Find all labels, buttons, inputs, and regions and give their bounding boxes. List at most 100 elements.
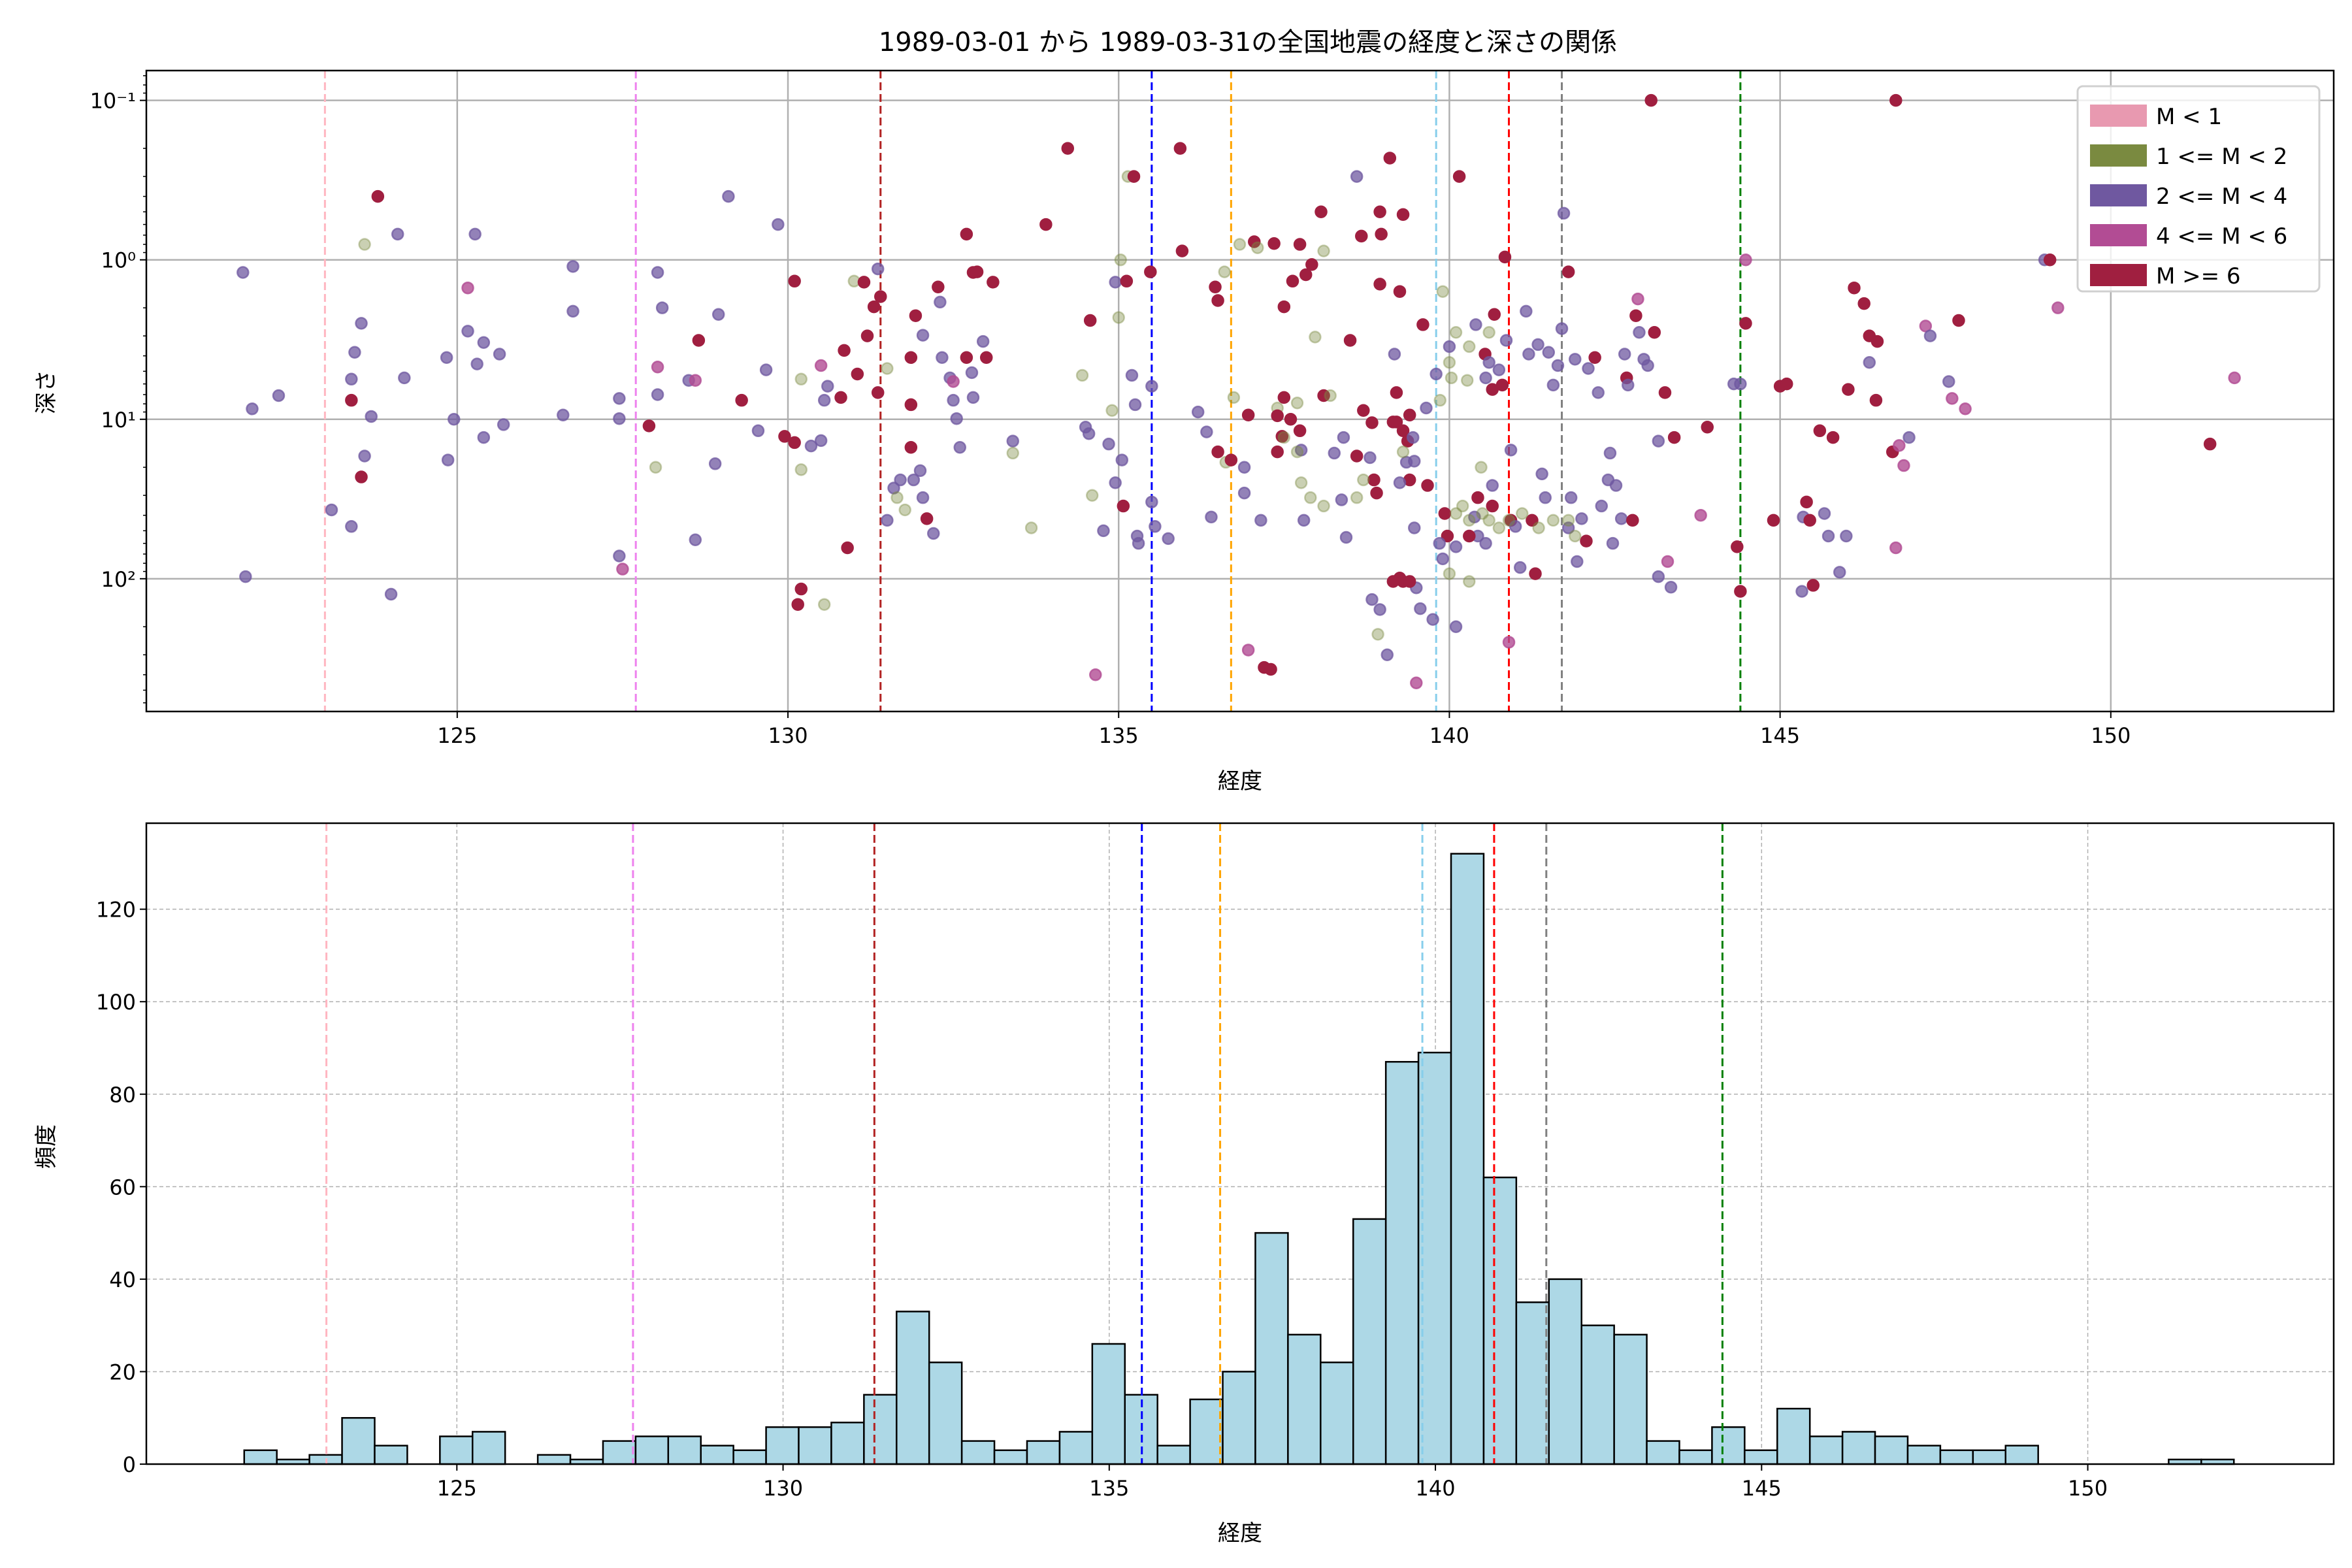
scatter-point bbox=[1211, 294, 1224, 307]
legend-swatch bbox=[2090, 264, 2147, 286]
histogram-bar bbox=[1287, 1333, 1322, 1465]
scatter-point bbox=[2043, 253, 2057, 267]
scatter-point bbox=[1476, 507, 1489, 520]
scatter-point bbox=[1277, 391, 1291, 404]
x-tick-label: 150 bbox=[2091, 723, 2131, 748]
scatter-point bbox=[1498, 250, 1512, 264]
scatter-point bbox=[1396, 424, 1410, 438]
scatter-point bbox=[1641, 359, 1654, 372]
scatter-point bbox=[1492, 363, 1506, 376]
scatter-point bbox=[1264, 662, 1277, 676]
scatter-point bbox=[1373, 205, 1386, 218]
y-tick-label: 20 bbox=[109, 1360, 136, 1384]
scatter-point bbox=[1420, 401, 1433, 415]
scatter-point bbox=[1629, 309, 1642, 322]
scatter-point bbox=[470, 357, 483, 370]
scatter-point bbox=[1350, 170, 1364, 183]
scatter-point bbox=[1701, 421, 1714, 434]
scatter-point bbox=[772, 218, 785, 231]
scatter-point bbox=[1297, 514, 1311, 527]
scatter-point bbox=[440, 351, 453, 365]
scatter-point bbox=[1486, 383, 1499, 396]
scatter-point bbox=[1526, 514, 1539, 527]
scatter-point bbox=[1211, 445, 1224, 459]
scatter-point bbox=[1739, 253, 1752, 267]
x-tick-label: 145 bbox=[1760, 723, 1800, 748]
legend-label: 1 <= M < 2 bbox=[2156, 144, 2287, 170]
scatter-point bbox=[1364, 451, 1377, 465]
scatter-point bbox=[1241, 644, 1255, 657]
scatter-point bbox=[1406, 431, 1420, 444]
scatter-point bbox=[1452, 170, 1466, 183]
scatter-point bbox=[1463, 514, 1476, 527]
scatter-point bbox=[778, 430, 791, 443]
scatter-point bbox=[348, 346, 361, 359]
scatter-point bbox=[557, 408, 570, 421]
scatter-point bbox=[1350, 491, 1364, 504]
scatter-point bbox=[1564, 491, 1578, 504]
scatter-point bbox=[759, 363, 773, 376]
scatter-point bbox=[1561, 265, 1575, 278]
scatter-point bbox=[857, 276, 871, 289]
scatter-point bbox=[1502, 636, 1516, 649]
histogram-bar bbox=[472, 1431, 506, 1465]
scatter-point bbox=[1149, 520, 1162, 533]
x-tick-label: 130 bbox=[763, 1476, 803, 1501]
x-tick-label: 125 bbox=[437, 723, 477, 748]
histogram-bar bbox=[1613, 1333, 1648, 1465]
scatter-point bbox=[1842, 383, 1855, 396]
scatter-point bbox=[1952, 314, 1965, 327]
scatter-point bbox=[1870, 335, 1884, 348]
legend-label: 4 <= M < 6 bbox=[2156, 223, 2287, 250]
scatter-point bbox=[1097, 524, 1110, 538]
scatter-point bbox=[1390, 416, 1403, 429]
scatter-point bbox=[1191, 405, 1205, 419]
histogram-bar bbox=[960, 1440, 996, 1465]
scatter-point bbox=[1315, 205, 1328, 218]
y-tick-label: 10² bbox=[101, 567, 136, 592]
scatter-point bbox=[1441, 529, 1454, 543]
scatter-point bbox=[1145, 495, 1158, 509]
scatter-point bbox=[461, 325, 474, 338]
scatter-point bbox=[1403, 408, 1416, 421]
scatter-point bbox=[1546, 514, 1560, 527]
scatter-point bbox=[345, 372, 358, 386]
scatter-point bbox=[1475, 461, 1488, 474]
scatter-point bbox=[1145, 380, 1158, 393]
histogram-bar bbox=[602, 1440, 637, 1465]
scatter-point bbox=[1664, 581, 1678, 594]
scatter-point bbox=[1271, 409, 1284, 423]
scatter-point bbox=[794, 463, 808, 476]
scatter-point bbox=[1339, 531, 1353, 544]
x-tick-label: 130 bbox=[768, 723, 808, 748]
scatter-point bbox=[1531, 338, 1544, 351]
scatter-point bbox=[651, 266, 664, 279]
histogram-bar bbox=[536, 1454, 572, 1465]
scatter-point bbox=[1469, 318, 1482, 331]
legend-swatch bbox=[2090, 224, 2147, 246]
scatter-point bbox=[1254, 514, 1267, 527]
legend-swatch bbox=[2090, 184, 2147, 206]
scatter-point bbox=[1127, 170, 1141, 183]
scatter-point bbox=[642, 419, 656, 433]
scatter-point bbox=[960, 227, 973, 241]
scatter-point bbox=[1271, 445, 1284, 459]
y-tick-label: 10⁰ bbox=[101, 248, 136, 273]
histogram-bar bbox=[341, 1416, 376, 1465]
scatter-point bbox=[804, 439, 818, 453]
histogram-bar bbox=[1058, 1431, 1094, 1465]
scatter-point bbox=[1380, 648, 1394, 662]
scatter-point bbox=[1218, 265, 1231, 278]
scatter-point bbox=[1449, 325, 1463, 339]
scatter-point bbox=[1522, 348, 1535, 361]
scatter-point bbox=[1509, 520, 1522, 533]
histogram-bar bbox=[993, 1449, 1028, 1465]
scatter-point bbox=[1482, 514, 1495, 527]
scatter-point bbox=[1479, 371, 1492, 385]
scatter-point bbox=[1408, 455, 1421, 468]
scatter-point bbox=[1233, 238, 1247, 251]
scatter-point bbox=[1365, 416, 1379, 429]
histogram-bar bbox=[1841, 1431, 1876, 1465]
scatter-point bbox=[1582, 362, 1595, 375]
scatter-point bbox=[1571, 555, 1584, 568]
